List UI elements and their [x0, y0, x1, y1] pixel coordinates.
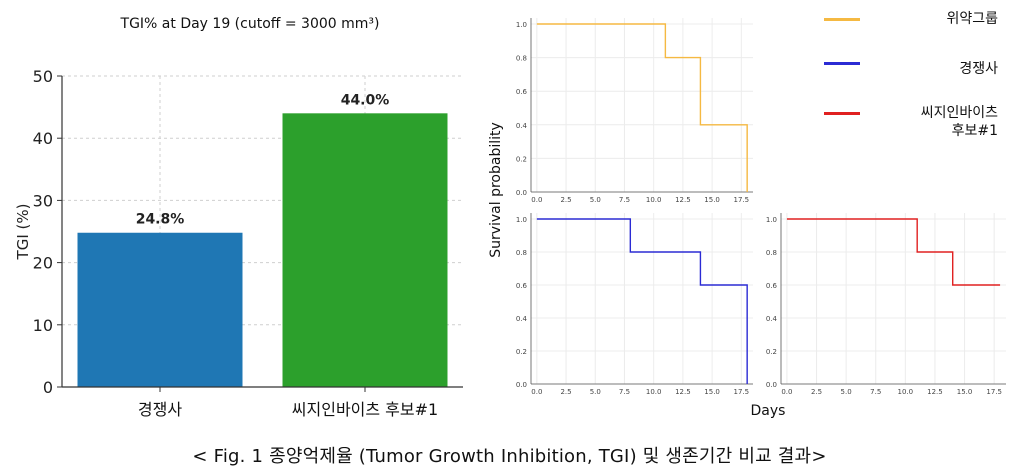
surv-xtick-label: 0.0 [781, 388, 792, 396]
surv-xtick-label: 2.5 [811, 388, 822, 396]
survival-curve-candidate [786, 218, 1001, 286]
surv-xtick-label: 12.5 [927, 388, 943, 396]
surv-xtick-label: 7.5 [619, 388, 630, 396]
bar-ytick-label: 30 [33, 191, 53, 210]
survival-curve-competitor [536, 218, 748, 384]
surv-xtick-label: 0.0 [531, 196, 542, 204]
bar-category-label: 경쟁사 [138, 400, 182, 419]
surv-xtick-label: 15.0 [704, 388, 720, 396]
surv-xtick-label: 17.5 [734, 388, 750, 396]
surv-ytick-label: 0.0 [766, 381, 777, 389]
legend-line-competitor [824, 62, 860, 65]
surv-xtick-label: 7.5 [870, 388, 881, 396]
surv-ytick-label: 0.2 [516, 155, 527, 163]
surv-ytick-label: 0.4 [516, 122, 528, 130]
legend-label-placebo: 위약그룹 [946, 11, 998, 27]
surv-ytick-label: 0.6 [766, 282, 778, 290]
surv-ytick-label: 0.8 [516, 55, 527, 63]
surv-xtick-label: 12.5 [675, 196, 691, 204]
legend-line-candidate [824, 112, 860, 115]
surv-ytick-label: 0.8 [516, 249, 527, 257]
surv-ytick-label: 0.4 [516, 315, 528, 323]
bar-chart-title: TGI% at Day 19 (cutoff = 3000 mm³) [120, 16, 380, 32]
surv-ytick-label: 0.0 [516, 189, 527, 197]
surv-xtick-label: 10.0 [646, 196, 662, 204]
surv-xtick-label: 5.0 [841, 388, 852, 396]
surv-ytick-label: 1.0 [766, 216, 777, 224]
surv-xtick-label: 15.0 [704, 196, 720, 204]
bar-1 [77, 232, 243, 387]
surv-xtick-label: 5.0 [590, 196, 601, 204]
surv-ytick-label: 0.2 [516, 348, 527, 356]
surv-xtick-label: 10.0 [898, 388, 914, 396]
bar-2 [282, 113, 448, 387]
survival-x-axis-title: Days [751, 403, 786, 419]
bar-ytick-label: 0 [43, 378, 53, 397]
surv-xtick-label: 12.5 [675, 388, 691, 396]
surv-xtick-label: 2.5 [560, 388, 571, 396]
bar-ytick-label: 10 [33, 316, 53, 335]
survival-curve-placebo [536, 23, 748, 192]
bar-ytick-label: 50 [33, 67, 53, 86]
surv-ytick-label: 0.8 [766, 249, 777, 257]
surv-xtick-label: 17.5 [986, 388, 1002, 396]
legend-line-placebo [824, 18, 860, 21]
bar-y-axis-title: TGI (%) [14, 204, 32, 261]
bar-value-label: 44.0% [341, 92, 390, 108]
surv-xtick-label: 17.5 [734, 196, 750, 204]
bar-ytick-label: 40 [33, 129, 53, 148]
surv-ytick-label: 0.6 [516, 88, 528, 96]
surv-ytick-label: 0.6 [516, 282, 528, 290]
bar-value-label: 24.8% [136, 212, 185, 228]
surv-ytick-label: 0.2 [766, 348, 777, 356]
surv-xtick-label: 10.0 [646, 388, 662, 396]
surv-xtick-label: 7.5 [619, 196, 630, 204]
surv-ytick-label: 0.0 [516, 381, 527, 389]
surv-xtick-label: 15.0 [957, 388, 973, 396]
bar-category-label: 씨지인바이츠 후보#1 [292, 400, 438, 419]
figure-caption: < Fig. 1 종양억제율 (Tumor Growth Inhibition,… [192, 446, 827, 467]
surv-ytick-label: 1.0 [516, 216, 527, 224]
charts-canvas: TGI% at Day 19 (cutoff = 3000 mm³) 0 10 20 3… [14, 16, 1006, 419]
surv-ytick-label: 1.0 [516, 21, 527, 29]
legend-label-candidate: 씨지인바이츠 후보#1 [920, 105, 998, 139]
surv-ytick-label: 0.4 [766, 315, 778, 323]
bar-ytick-label: 20 [33, 254, 53, 273]
legend-label-competitor: 경쟁사 [959, 61, 998, 77]
surv-xtick-label: 2.5 [560, 196, 571, 204]
survival-y-axis-title: Survival probability [488, 122, 504, 258]
surv-xtick-label: 0.0 [531, 388, 542, 396]
surv-xtick-label: 5.0 [590, 388, 601, 396]
